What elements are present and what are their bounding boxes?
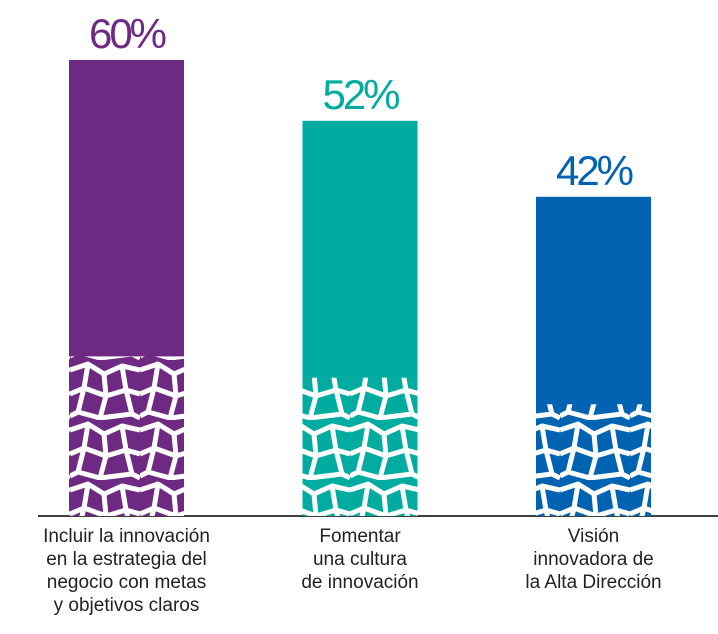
- category-label: Visión innovadora de la Alta Dirección: [525, 526, 662, 593]
- value-label: 52%: [322, 71, 399, 118]
- bar-texture: [69, 356, 184, 516]
- category-label: Incluir la innovación en la estrategia d…: [43, 526, 210, 616]
- value-label: 42%: [556, 147, 633, 194]
- value-label: 60%: [89, 10, 166, 57]
- bar-texture: [536, 404, 651, 516]
- bar-texture: [302, 377, 418, 516]
- category-label: Fomentar una cultura de innovación: [301, 526, 419, 593]
